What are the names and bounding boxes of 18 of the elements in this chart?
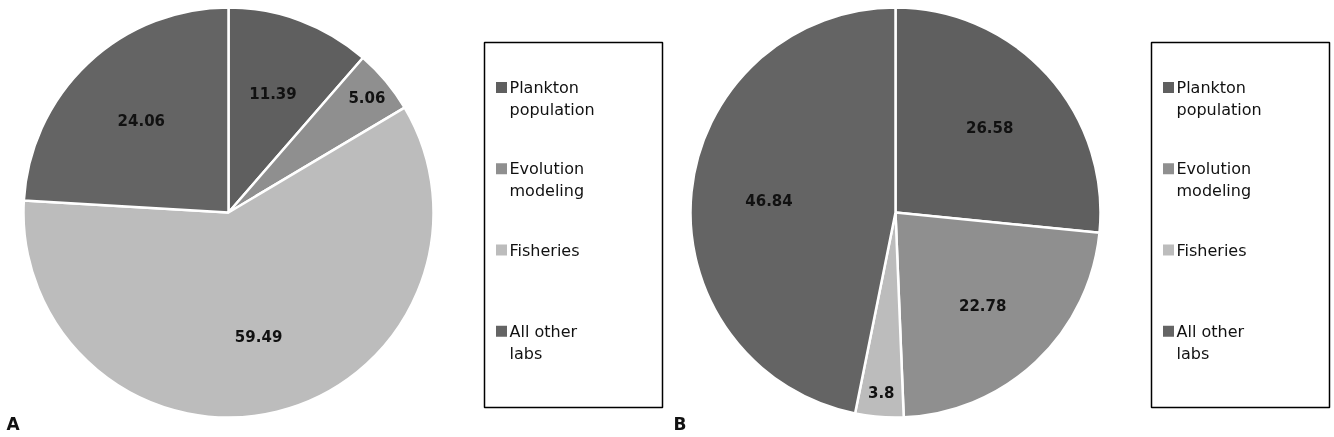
legend-label: Fisheries	[1176, 240, 1247, 260]
text: A	[6, 413, 21, 434]
data-label: 3.8	[867, 384, 895, 403]
legend-label: All other labs	[509, 321, 578, 363]
legend-label: Fisheries	[509, 240, 580, 260]
data-label: 26.58	[966, 119, 1014, 138]
legend-label: All other labs	[1176, 321, 1245, 363]
text: B	[673, 413, 687, 434]
data-label: 5.06	[348, 88, 386, 107]
data-label: 46.84	[745, 191, 793, 210]
legend-label: Plankton population	[1176, 78, 1262, 119]
data-label: 11.39	[249, 85, 297, 104]
data-label: 59.49	[234, 327, 283, 346]
legend-label: Plankton population	[509, 78, 595, 119]
data-label: 24.06	[117, 112, 166, 131]
data-label: 22.78	[958, 296, 1007, 315]
legend-label: Evolution modeling	[1176, 159, 1252, 201]
legend-label: Evolution modeling	[509, 159, 585, 201]
